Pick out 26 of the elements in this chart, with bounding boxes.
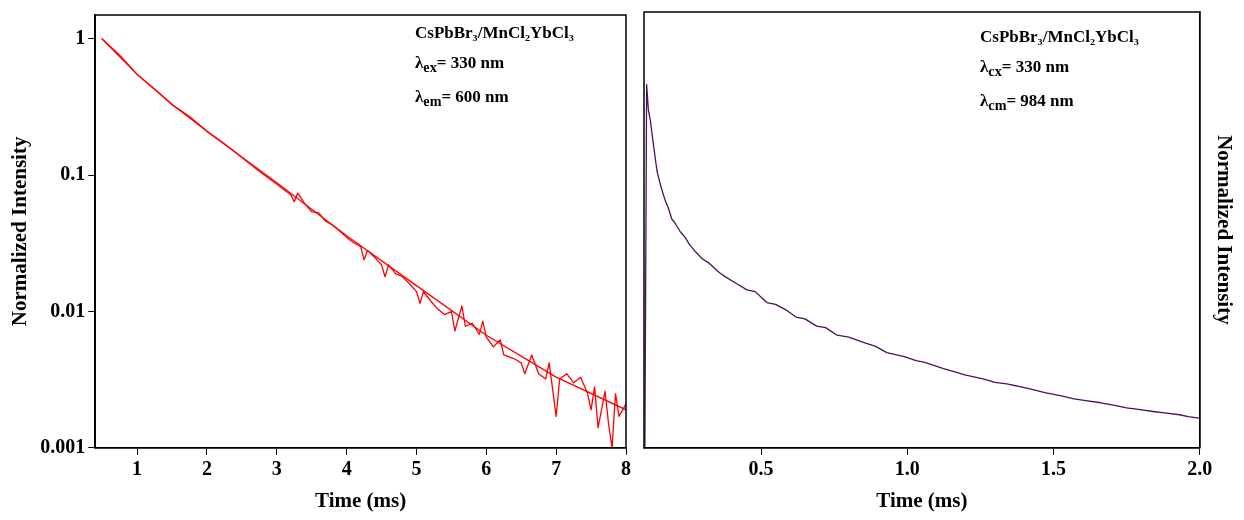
annotation: λ$_{em}$= 600 nm	[415, 86, 510, 112]
y-axis-title: Normalized Intensity	[7, 136, 32, 327]
x-tick-label: 6	[481, 456, 492, 479]
y-tick-label: 1	[75, 26, 86, 49]
x-axis-title: Time (ms)	[315, 487, 407, 512]
annotation: λ$_{ex}$= 330 nm	[415, 52, 506, 78]
annotation: λ$_{cm}$= 984 nm	[980, 90, 1075, 116]
x-tick-label: 1.0	[894, 456, 920, 479]
y-axis-title: Normalized Intensity	[1212, 135, 1237, 326]
y-tick-label: 0.01	[50, 298, 86, 321]
y-tick-label: 0.001	[40, 434, 86, 457]
x-tick-label: 8	[621, 456, 631, 479]
x-tick-label: 0.5	[748, 456, 774, 479]
annotation: CsPbBr₃/MnCl₂YbCl₃	[415, 22, 574, 44]
x-tick-label: 5	[411, 456, 422, 479]
x-tick-label: 3	[271, 456, 282, 479]
x-tick-label: 1	[132, 456, 143, 479]
x-tick-label: 2.0	[1187, 456, 1213, 479]
x-tick-label: 7	[551, 456, 562, 479]
text: λ$_{cx}$= 330 nm	[980, 56, 1071, 82]
y-tick-label: 0.1	[60, 162, 86, 185]
x-tick-label: 2	[201, 456, 212, 479]
x-tick-label: 4	[341, 456, 352, 479]
x-tick-label: 1.5	[1041, 456, 1067, 479]
text: CsPbBr₃/MnCl₂YbCl₃	[980, 26, 1139, 48]
x-axis-title: Time (ms)	[876, 487, 968, 512]
